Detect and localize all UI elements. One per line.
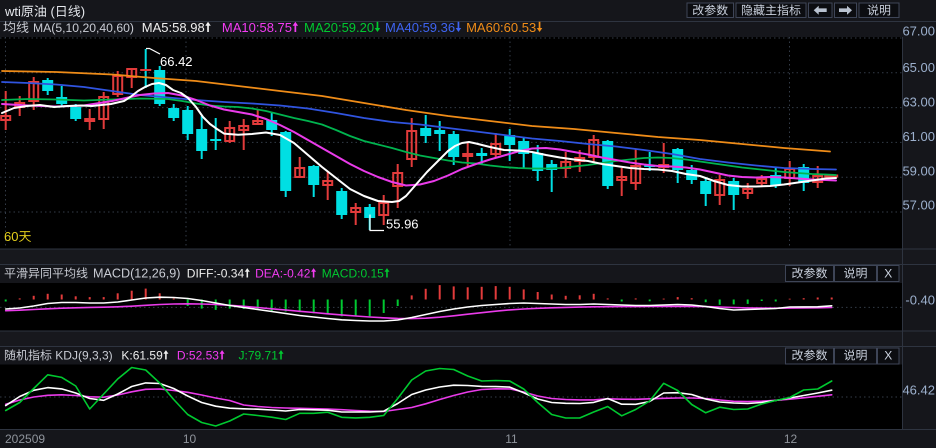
- svg-text:59.00: 59.00: [902, 164, 935, 179]
- svg-text:D:52.53: D:52.53: [177, 349, 219, 363]
- svg-text:67.00: 67.00: [902, 24, 935, 39]
- svg-text:MA40:59.36: MA40:59.36: [385, 20, 455, 35]
- svg-text:11: 11: [505, 432, 518, 446]
- svg-text:wti: wti: [4, 4, 21, 19]
- svg-text:MACD(12,26,9): MACD(12,26,9): [93, 267, 181, 281]
- svg-text:DEA:-0.42: DEA:-0.42: [255, 267, 311, 281]
- svg-text:KDJ(9,3,3): KDJ(9,3,3): [55, 349, 112, 363]
- svg-text:10: 10: [183, 432, 197, 446]
- svg-text:MA10:58.75: MA10:58.75: [222, 20, 292, 35]
- svg-text:MA5:58.98: MA5:58.98: [142, 20, 205, 35]
- svg-text:DIFF:-0.34: DIFF:-0.34: [187, 267, 245, 281]
- svg-text:X: X: [884, 349, 892, 363]
- svg-text:): ): [81, 4, 85, 19]
- svg-text:(: (: [51, 4, 56, 19]
- svg-text:-0.40: -0.40: [905, 293, 935, 308]
- svg-text:X: X: [884, 267, 892, 281]
- svg-text:55.96: 55.96: [386, 217, 419, 232]
- svg-text:66.42: 66.42: [160, 54, 193, 69]
- svg-text:J:79.71: J:79.71: [239, 349, 279, 363]
- svg-text:12: 12: [784, 432, 798, 446]
- svg-text:61.00: 61.00: [902, 129, 935, 144]
- svg-text:60: 60: [4, 229, 18, 244]
- svg-text:63.00: 63.00: [902, 95, 935, 110]
- svg-text:65.00: 65.00: [902, 60, 935, 75]
- svg-text:MA(5,10,20,40,60): MA(5,10,20,40,60): [33, 21, 134, 35]
- svg-text:MACD:0.15: MACD:0.15: [322, 267, 384, 281]
- svg-text:46.42: 46.42: [902, 383, 935, 398]
- svg-text:MA60:60.53: MA60:60.53: [466, 20, 536, 35]
- svg-text:K:61.59: K:61.59: [121, 349, 163, 363]
- svg-text:MA20:59.20: MA20:59.20: [304, 20, 374, 35]
- svg-text:202509: 202509: [5, 432, 45, 446]
- svg-text:57.00: 57.00: [902, 198, 935, 213]
